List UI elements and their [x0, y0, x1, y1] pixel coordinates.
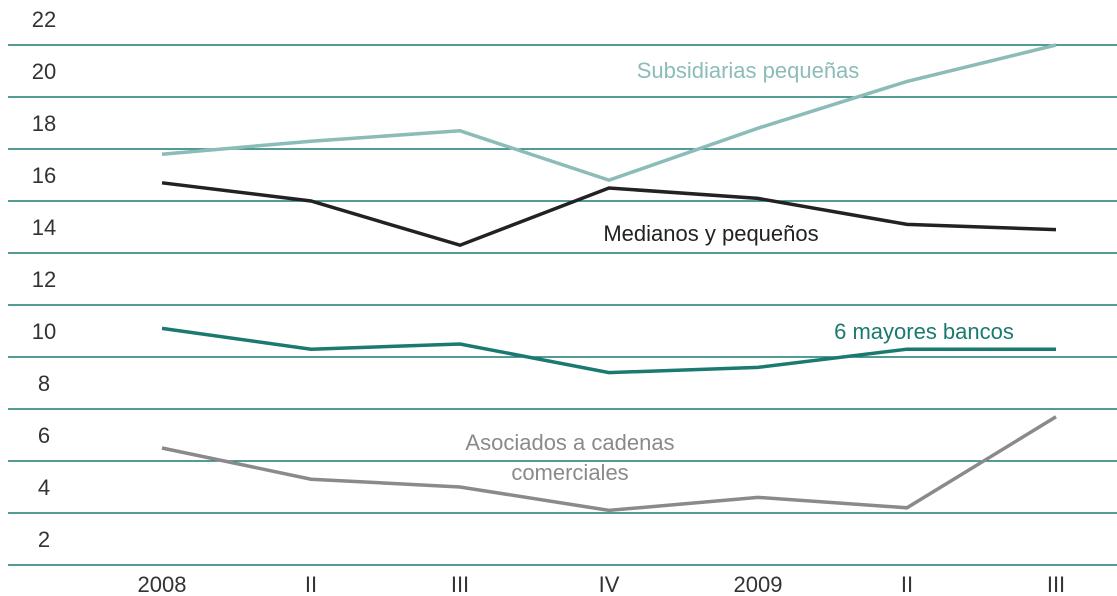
series-line: [161, 326, 1056, 375]
x-tick-label: II: [305, 572, 317, 596]
y-tick-label: 20: [32, 59, 56, 84]
series-label: Subsidiarias pequeñas: [637, 58, 860, 83]
y-tick-label: 6: [38, 423, 50, 448]
series-line: [161, 181, 1057, 248]
x-tick-label: 2008: [138, 572, 187, 596]
series-line: [161, 415, 1057, 513]
x-tick-label: II: [901, 572, 913, 596]
series-label: Asociados a cadenas comerciales: [465, 430, 674, 485]
y-tick-label: 18: [32, 111, 56, 136]
series-label: 6 mayores bancos: [834, 319, 1014, 344]
y-tick-label: 14: [32, 215, 56, 240]
y-tick-label: 10: [32, 319, 56, 344]
x-tick-label: 2009: [734, 572, 783, 596]
y-tick-label: 12: [32, 267, 56, 292]
y-tick-label: 16: [32, 163, 56, 188]
series-line: [161, 43, 1057, 183]
y-tick-label: 4: [38, 475, 50, 500]
y-tick-label: 8: [38, 371, 50, 396]
y-tick-label: 22: [32, 7, 56, 32]
y-tick-label: 2: [38, 527, 50, 552]
series-label: Medianos y pequeños: [603, 221, 818, 246]
x-tick-label: III: [1047, 572, 1065, 596]
x-tick-label: IV: [599, 572, 620, 596]
x-tick-label: III: [451, 572, 469, 596]
